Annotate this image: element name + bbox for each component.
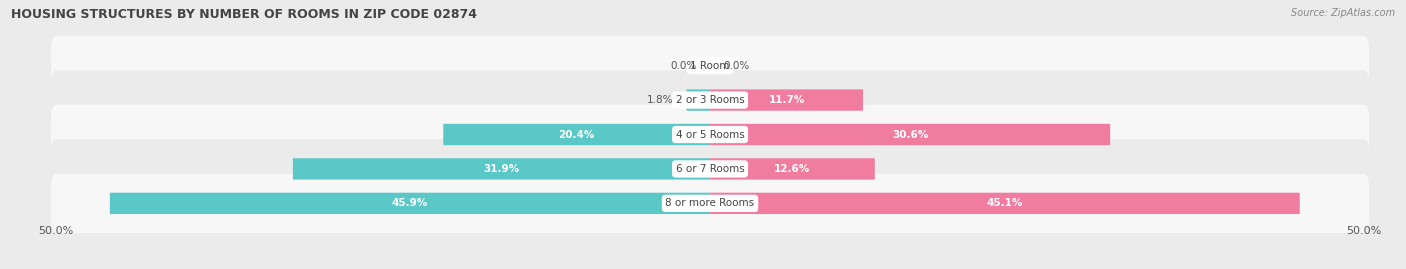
Text: 31.9%: 31.9%: [484, 164, 520, 174]
Text: 0.0%: 0.0%: [671, 61, 697, 71]
FancyBboxPatch shape: [51, 105, 1369, 164]
FancyBboxPatch shape: [443, 124, 710, 145]
FancyBboxPatch shape: [51, 139, 1369, 199]
Text: 8 or more Rooms: 8 or more Rooms: [665, 198, 755, 208]
Text: 12.6%: 12.6%: [775, 164, 810, 174]
Text: 45.9%: 45.9%: [392, 198, 427, 208]
FancyBboxPatch shape: [292, 158, 710, 180]
Text: 45.1%: 45.1%: [987, 198, 1024, 208]
Text: 11.7%: 11.7%: [768, 95, 804, 105]
Text: Source: ZipAtlas.com: Source: ZipAtlas.com: [1291, 8, 1395, 18]
FancyBboxPatch shape: [51, 174, 1369, 233]
FancyBboxPatch shape: [51, 36, 1369, 95]
FancyBboxPatch shape: [51, 70, 1369, 130]
Text: 20.4%: 20.4%: [558, 129, 595, 140]
Text: 1 Room: 1 Room: [690, 61, 730, 71]
Text: 2 or 3 Rooms: 2 or 3 Rooms: [676, 95, 744, 105]
Text: 4 or 5 Rooms: 4 or 5 Rooms: [676, 129, 744, 140]
Text: 0.0%: 0.0%: [723, 61, 749, 71]
Text: 6 or 7 Rooms: 6 or 7 Rooms: [676, 164, 744, 174]
Text: 30.6%: 30.6%: [891, 129, 928, 140]
FancyBboxPatch shape: [710, 89, 863, 111]
FancyBboxPatch shape: [710, 158, 875, 180]
FancyBboxPatch shape: [686, 89, 710, 111]
FancyBboxPatch shape: [710, 124, 1111, 145]
FancyBboxPatch shape: [110, 193, 710, 214]
Text: HOUSING STRUCTURES BY NUMBER OF ROOMS IN ZIP CODE 02874: HOUSING STRUCTURES BY NUMBER OF ROOMS IN…: [11, 8, 477, 21]
FancyBboxPatch shape: [710, 193, 1299, 214]
Text: 1.8%: 1.8%: [647, 95, 673, 105]
